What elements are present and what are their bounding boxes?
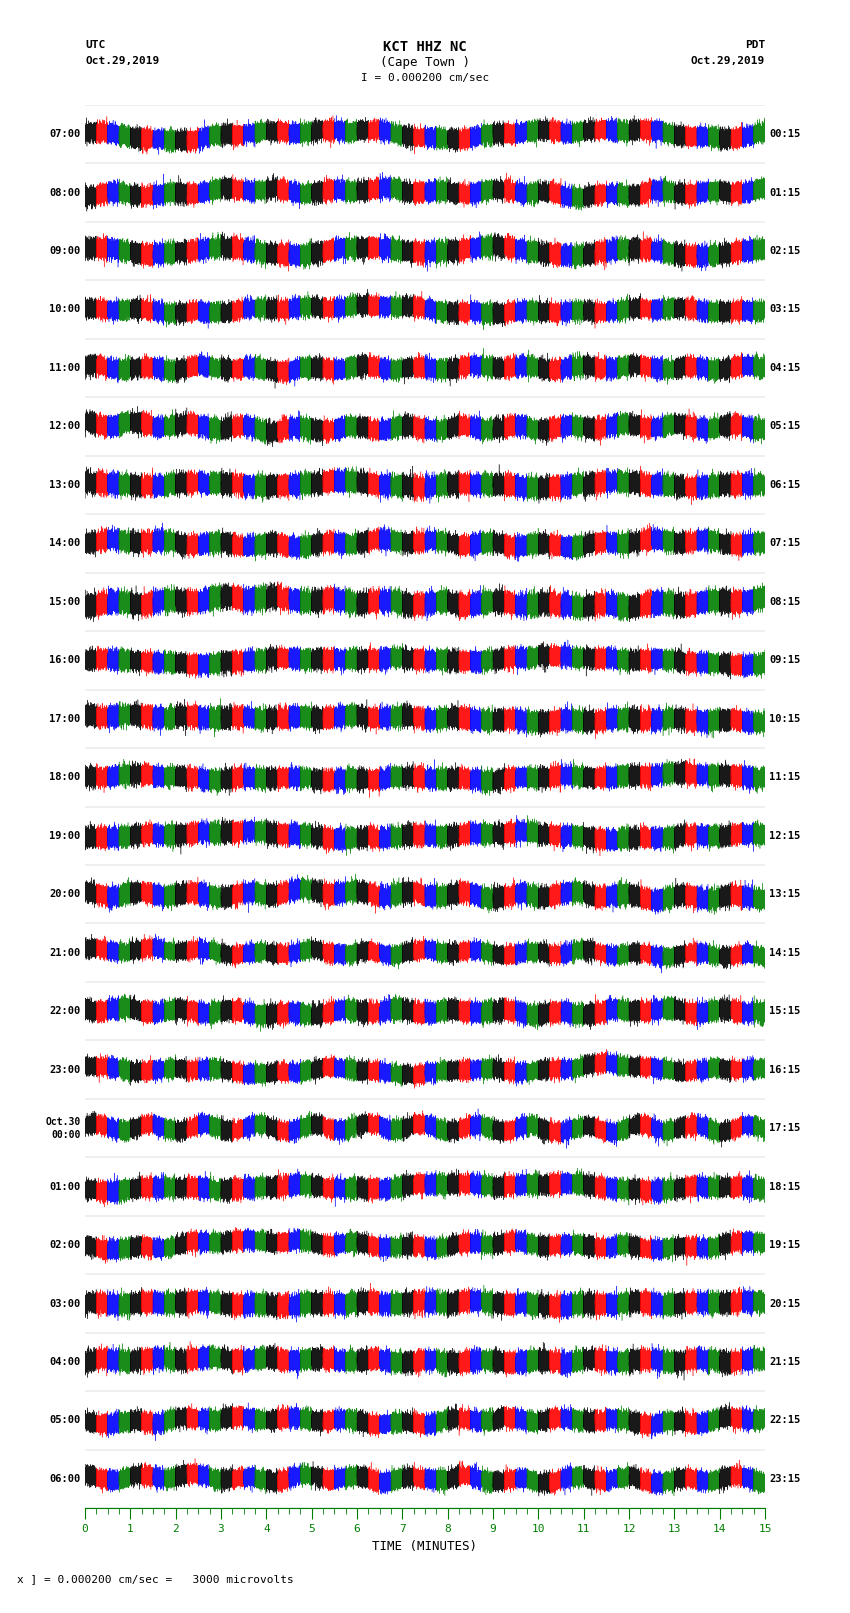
Text: 14:15: 14:15 <box>769 948 801 958</box>
Text: 01:15: 01:15 <box>769 187 801 197</box>
Text: x ] = 0.000200 cm/sec =   3000 microvolts: x ] = 0.000200 cm/sec = 3000 microvolts <box>17 1574 294 1584</box>
Text: 10:00: 10:00 <box>49 305 81 315</box>
Text: 06:15: 06:15 <box>769 481 801 490</box>
Text: 15:00: 15:00 <box>49 597 81 606</box>
Text: 03:00: 03:00 <box>49 1298 81 1308</box>
Text: 13:00: 13:00 <box>49 481 81 490</box>
Text: I = 0.000200 cm/sec: I = 0.000200 cm/sec <box>361 73 489 82</box>
Text: PDT: PDT <box>745 40 765 50</box>
Text: 21:00: 21:00 <box>49 948 81 958</box>
Text: 20:00: 20:00 <box>49 889 81 898</box>
Text: 08:15: 08:15 <box>769 597 801 606</box>
Text: 22:00: 22:00 <box>49 1007 81 1016</box>
Text: 11:00: 11:00 <box>49 363 81 373</box>
Text: 17:15: 17:15 <box>769 1123 801 1132</box>
Text: 04:00: 04:00 <box>49 1357 81 1366</box>
X-axis label: TIME (MINUTES): TIME (MINUTES) <box>372 1540 478 1553</box>
Text: 21:15: 21:15 <box>769 1357 801 1366</box>
Text: 05:00: 05:00 <box>49 1416 81 1426</box>
Text: 15:15: 15:15 <box>769 1007 801 1016</box>
Text: KCT HHZ NC: KCT HHZ NC <box>383 40 467 55</box>
Text: 04:15: 04:15 <box>769 363 801 373</box>
Text: 19:00: 19:00 <box>49 831 81 840</box>
Text: 18:15: 18:15 <box>769 1182 801 1192</box>
Text: Oct.30: Oct.30 <box>46 1116 81 1126</box>
Text: 12:00: 12:00 <box>49 421 81 431</box>
Text: 13:15: 13:15 <box>769 889 801 898</box>
Text: 09:00: 09:00 <box>49 247 81 256</box>
Text: 06:00: 06:00 <box>49 1474 81 1484</box>
Text: 19:15: 19:15 <box>769 1240 801 1250</box>
Text: 14:00: 14:00 <box>49 539 81 548</box>
Text: 09:15: 09:15 <box>769 655 801 665</box>
Text: 20:15: 20:15 <box>769 1298 801 1308</box>
Text: 07:00: 07:00 <box>49 129 81 139</box>
Text: 10:15: 10:15 <box>769 715 801 724</box>
Text: 02:00: 02:00 <box>49 1240 81 1250</box>
Text: 18:00: 18:00 <box>49 773 81 782</box>
Text: 22:15: 22:15 <box>769 1416 801 1426</box>
Text: 02:15: 02:15 <box>769 247 801 256</box>
Text: 12:15: 12:15 <box>769 831 801 840</box>
Text: 23:15: 23:15 <box>769 1474 801 1484</box>
Text: 17:00: 17:00 <box>49 715 81 724</box>
Text: 00:00: 00:00 <box>51 1129 81 1139</box>
Text: 03:15: 03:15 <box>769 305 801 315</box>
Text: (Cape Town ): (Cape Town ) <box>380 56 470 69</box>
Text: 00:15: 00:15 <box>769 129 801 139</box>
Text: 11:15: 11:15 <box>769 773 801 782</box>
Text: 07:15: 07:15 <box>769 539 801 548</box>
Text: UTC: UTC <box>85 40 105 50</box>
Text: 16:15: 16:15 <box>769 1065 801 1074</box>
Text: 01:00: 01:00 <box>49 1182 81 1192</box>
Text: 08:00: 08:00 <box>49 187 81 197</box>
Text: 16:00: 16:00 <box>49 655 81 665</box>
Text: Oct.29,2019: Oct.29,2019 <box>85 56 159 66</box>
Text: Oct.29,2019: Oct.29,2019 <box>691 56 765 66</box>
Text: 23:00: 23:00 <box>49 1065 81 1074</box>
Text: 05:15: 05:15 <box>769 421 801 431</box>
